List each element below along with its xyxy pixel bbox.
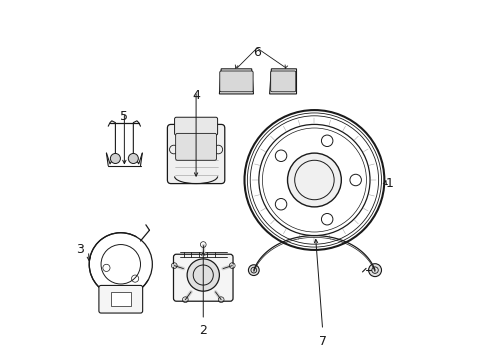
Text: 5: 5 [120, 110, 128, 123]
Polygon shape [219, 69, 253, 94]
Text: 2: 2 [199, 324, 207, 337]
Text: 7: 7 [319, 335, 327, 348]
Circle shape [321, 135, 332, 147]
Wedge shape [121, 237, 152, 280]
FancyBboxPatch shape [270, 71, 295, 92]
Bar [110, 292, 131, 306]
Circle shape [368, 264, 381, 276]
Text: 6: 6 [253, 45, 261, 59]
Polygon shape [269, 69, 296, 94]
FancyBboxPatch shape [167, 125, 224, 184]
Circle shape [349, 174, 361, 186]
FancyBboxPatch shape [99, 285, 142, 313]
FancyBboxPatch shape [175, 134, 216, 160]
Circle shape [275, 150, 286, 162]
Circle shape [275, 198, 286, 210]
FancyBboxPatch shape [173, 254, 233, 301]
FancyBboxPatch shape [174, 117, 217, 135]
Circle shape [128, 153, 138, 163]
Circle shape [187, 259, 219, 291]
FancyBboxPatch shape [219, 71, 253, 92]
Text: 4: 4 [192, 89, 200, 102]
Circle shape [321, 213, 332, 225]
Circle shape [248, 265, 259, 275]
Circle shape [287, 153, 341, 207]
Text: 3: 3 [76, 243, 83, 256]
Text: 1: 1 [386, 177, 393, 190]
Circle shape [110, 153, 120, 163]
